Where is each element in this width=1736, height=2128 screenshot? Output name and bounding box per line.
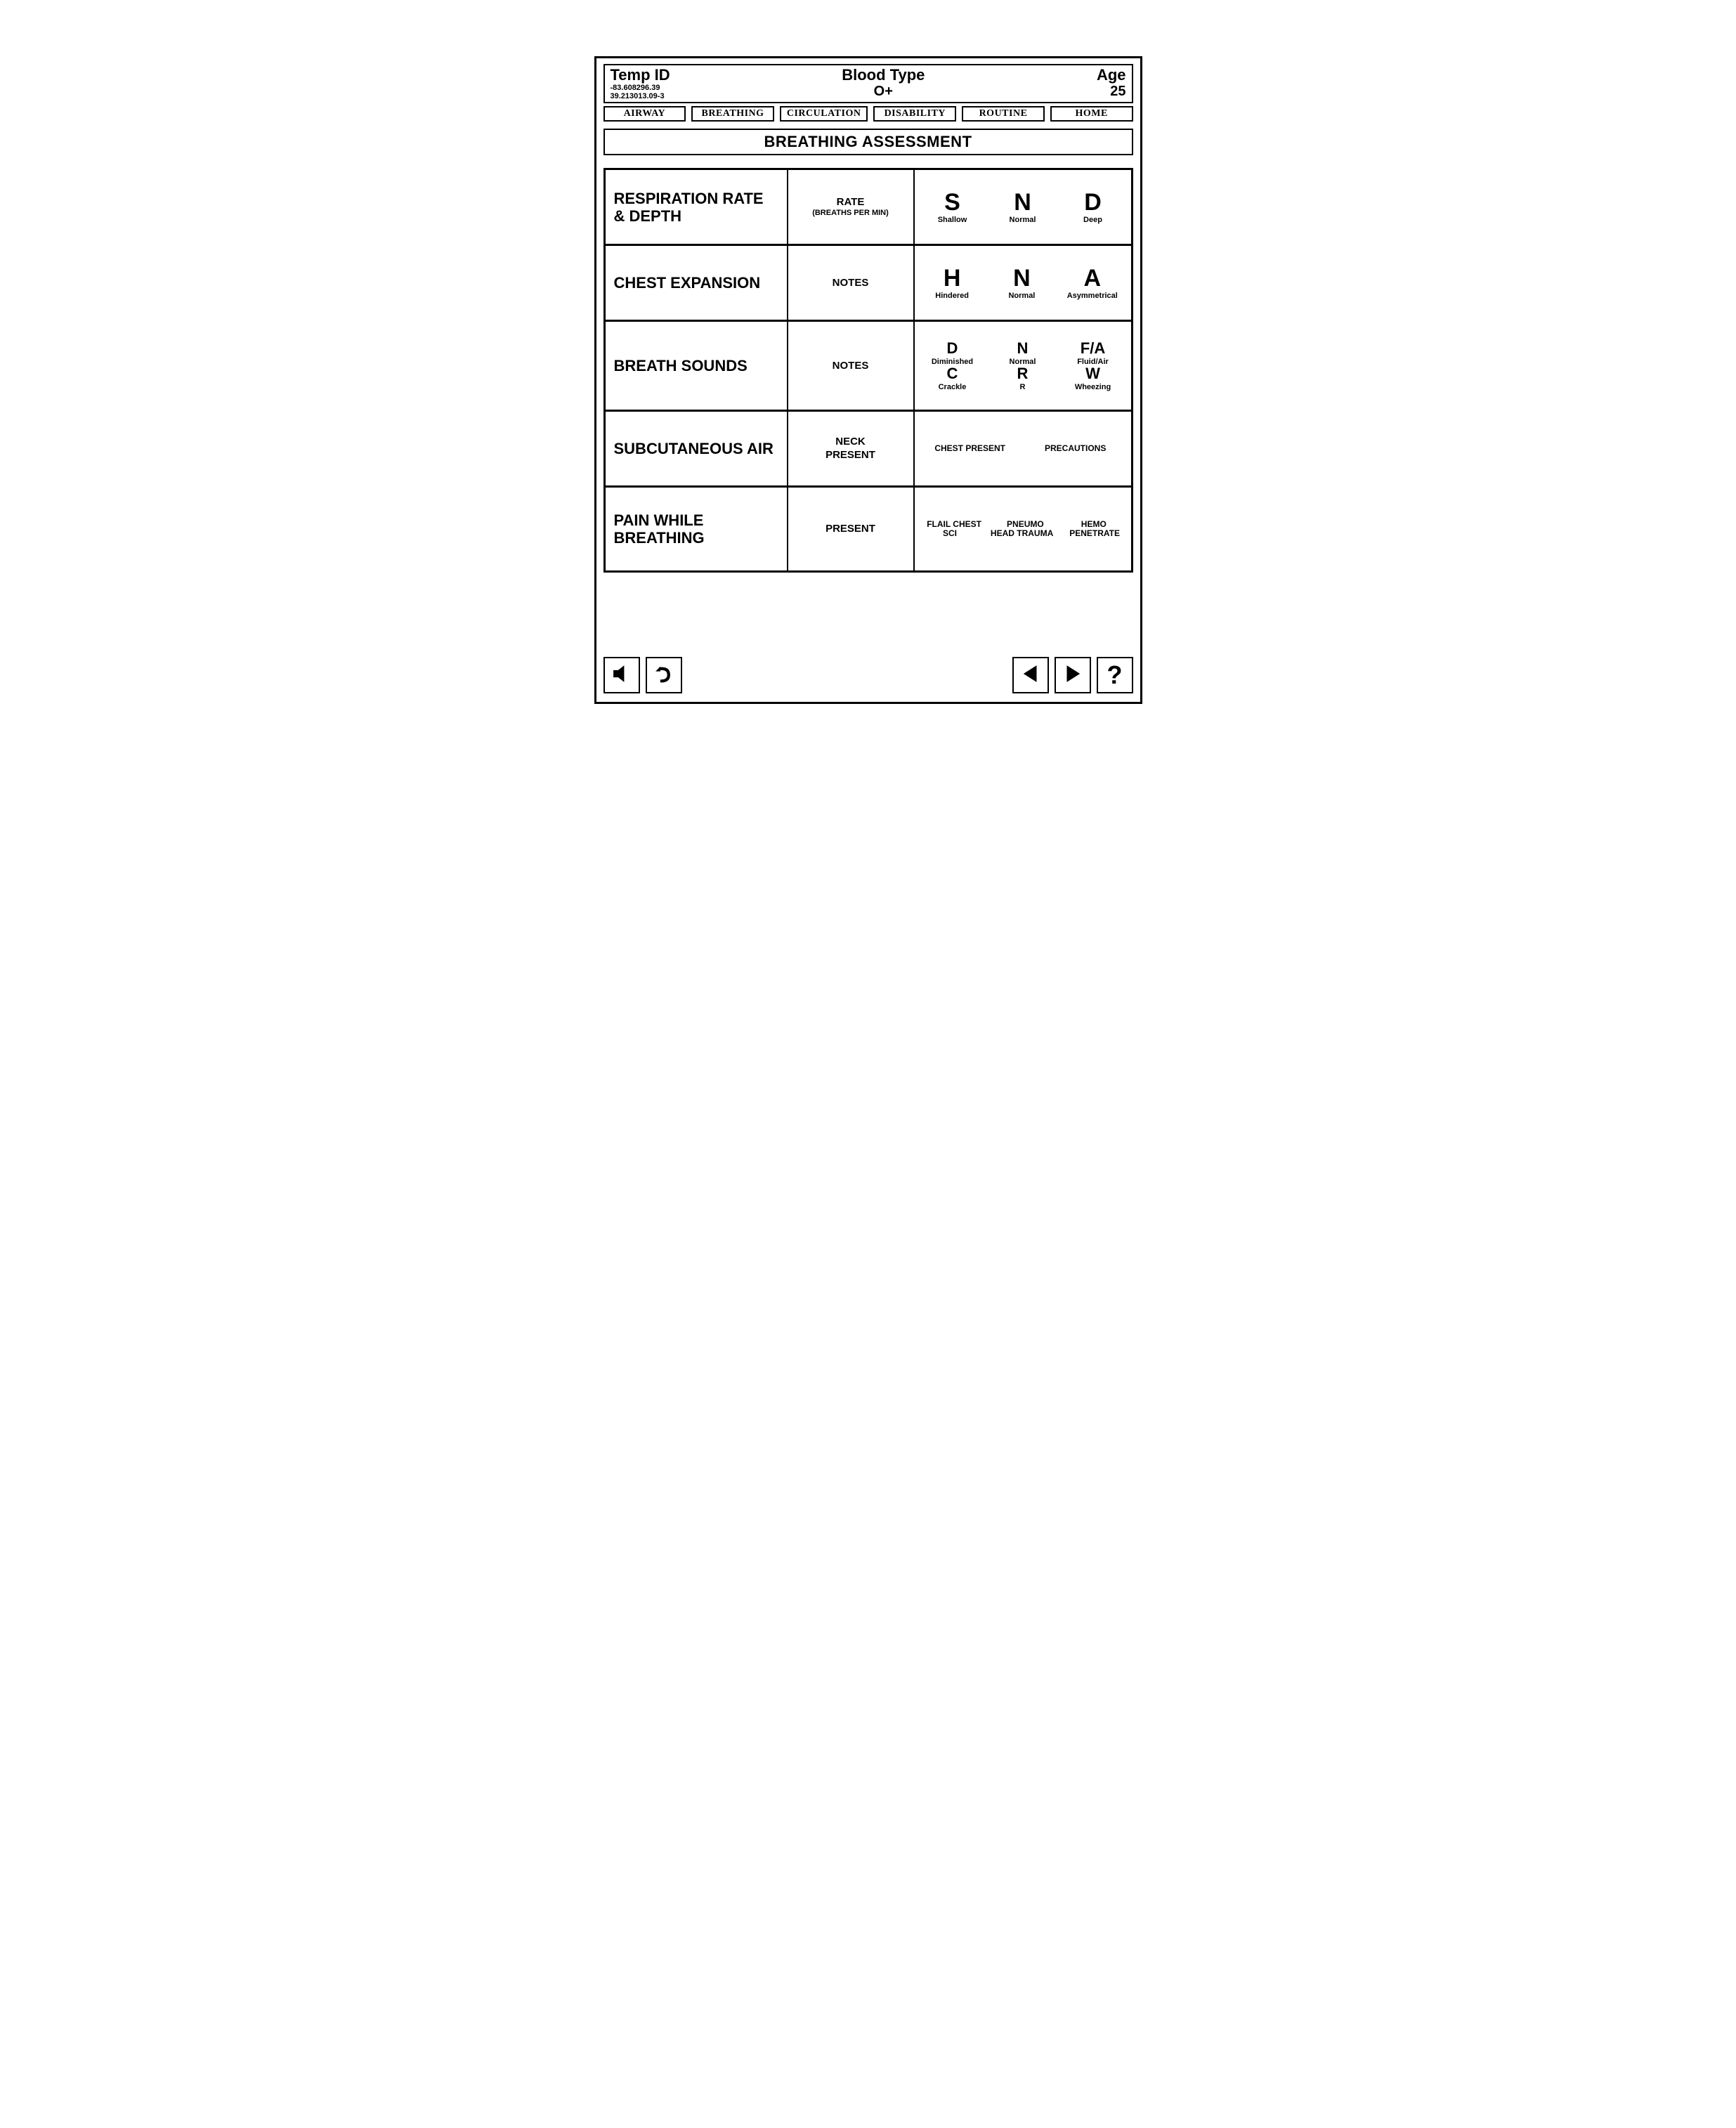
blood-type-label: Blood Type	[842, 67, 925, 84]
opt-head-trauma[interactable]: HEAD TRAUMA	[991, 529, 1053, 539]
subq-air-label: SUBCUTANEOUS AIR	[614, 440, 774, 457]
next-button[interactable]	[1055, 657, 1091, 693]
temp-id-line2: 39.213013.09-3	[611, 92, 665, 100]
subq-air-options: CHEST PRESENT PRECAUTIONS	[915, 412, 1131, 485]
respiration-options: S Shallow N Normal D Deep	[915, 170, 1131, 244]
blood-type-value: O+	[874, 84, 893, 99]
help-button[interactable]: ?	[1097, 657, 1133, 693]
opt-fluid-air[interactable]: F/A Fluid/Air	[1069, 341, 1118, 366]
pain-options: FLAIL CHEST PNEUMO HEMO SCI	[915, 488, 1131, 570]
blood-type-block: Blood Type O+	[670, 67, 1097, 99]
breath-sounds-options: D Diminished N Normal F/A Fluid/Air	[915, 322, 1131, 410]
opt-asymmetrical[interactable]: A Asymmetrical	[1067, 266, 1118, 300]
chest-expansion-label: CHEST EXPANSION	[614, 274, 761, 292]
row-subcutaneous-air: SUBCUTANEOUS AIR NECK PRESENT CHEST PRES…	[606, 412, 1131, 488]
section-title: BREATHING ASSESSMENT	[603, 129, 1133, 155]
opt-chest-present[interactable]: CHEST PRESENT	[934, 444, 1005, 454]
tab-disability[interactable]: DISABILITY	[873, 106, 956, 122]
chest-expansion-label-cell: CHEST EXPANSION	[606, 246, 788, 320]
patient-header: Temp ID -83.608296.39 39.213013.09-3 Blo…	[603, 64, 1133, 103]
triangle-left-icon	[1019, 662, 1043, 689]
undo-icon	[652, 662, 676, 689]
undo-button[interactable]	[646, 657, 682, 693]
assessment-grid: RESPIRATION RATE & DEPTH RATE (BREATHS P…	[603, 168, 1133, 573]
opt-normal-sounds[interactable]: N Normal	[998, 341, 1048, 366]
temp-id-line1: -83.608296.39	[611, 84, 660, 92]
prev-button[interactable]	[1012, 657, 1049, 693]
breath-sounds-label-cell: BREATH SOUNDS	[606, 322, 788, 410]
nav-left-group	[603, 657, 682, 693]
nav-right-group: ?	[1012, 657, 1133, 693]
speaker-icon	[610, 662, 634, 689]
tab-breathing[interactable]: BREATHING	[691, 106, 774, 122]
question-icon: ?	[1107, 662, 1123, 688]
opt-pneumo[interactable]: PNEUMO	[1000, 520, 1050, 530]
opt-diminished[interactable]: D Diminished	[928, 341, 977, 366]
row-chest-expansion: CHEST EXPANSION NOTES H Hindered N Norma…	[606, 246, 1131, 322]
neck-present-button[interactable]: NECK PRESENT	[788, 412, 915, 485]
opt-hindered[interactable]: H Hindered	[927, 266, 977, 300]
row-breath-sounds: BREATH SOUNDS NOTES D Diminished N Norma…	[606, 322, 1131, 412]
opt-sci[interactable]: SCI	[925, 529, 974, 539]
tab-bar: AIRWAY BREATHING CIRCULATION DISABILITY …	[603, 106, 1133, 122]
row-respiration: RESPIRATION RATE & DEPTH RATE (BREATHS P…	[606, 170, 1131, 246]
age-value: 25	[1110, 84, 1125, 99]
respiration-rate-button[interactable]: RATE (BREATHS PER MIN)	[788, 170, 915, 244]
pain-label: PAIN WHILE BREATHING	[614, 511, 778, 547]
tab-circulation[interactable]: CIRCULATION	[780, 106, 868, 122]
opt-normal-depth[interactable]: N Normal	[998, 190, 1048, 224]
opt-flail-chest[interactable]: FLAIL CHEST	[927, 520, 981, 530]
triangle-right-icon	[1061, 662, 1085, 689]
chest-expansion-options: H Hindered N Normal A Asymmetrical	[915, 246, 1131, 320]
opt-shallow[interactable]: S Shallow	[928, 190, 977, 224]
opt-r[interactable]: R R	[998, 366, 1048, 391]
respiration-label-cell: RESPIRATION RATE & DEPTH	[606, 170, 788, 244]
age-label: Age	[1097, 67, 1126, 84]
opt-precautions[interactable]: PRECAUTIONS	[1040, 444, 1111, 454]
rate-label: RATE	[837, 196, 865, 209]
subq-air-label-cell: SUBCUTANEOUS AIR	[606, 412, 788, 485]
tab-airway[interactable]: AIRWAY	[603, 106, 686, 122]
rate-sublabel: (BREATHS PER MIN)	[812, 209, 889, 218]
pain-present-button[interactable]: PRESENT	[788, 488, 915, 570]
tab-home[interactable]: HOME	[1050, 106, 1133, 122]
footer-nav: ?	[603, 657, 1133, 693]
sound-button[interactable]	[603, 657, 640, 693]
device-frame: Temp ID -83.608296.39 39.213013.09-3 Blo…	[594, 56, 1142, 704]
opt-deep[interactable]: D Deep	[1069, 190, 1118, 224]
row-pain-breathing: PAIN WHILE BREATHING PRESENT FLAIL CHEST…	[606, 488, 1131, 570]
tab-routine[interactable]: ROUTINE	[962, 106, 1045, 122]
breath-sounds-notes-button[interactable]: NOTES	[788, 322, 915, 410]
opt-hemo[interactable]: HEMO	[1069, 520, 1118, 530]
breath-sounds-label: BREATH SOUNDS	[614, 357, 748, 374]
pain-label-cell: PAIN WHILE BREATHING	[606, 488, 788, 570]
respiration-label: RESPIRATION RATE & DEPTH	[614, 190, 778, 226]
opt-wheezing[interactable]: W Wheezing	[1069, 366, 1118, 391]
opt-normal-expansion[interactable]: N Normal	[997, 266, 1046, 300]
temp-id-block: Temp ID -83.608296.39 39.213013.09-3	[611, 67, 670, 100]
temp-id-label: Temp ID	[611, 67, 670, 84]
opt-penetrate[interactable]: PENETRATE	[1069, 529, 1120, 539]
chest-expansion-notes-button[interactable]: NOTES	[788, 246, 915, 320]
opt-crackle[interactable]: C Crackle	[928, 366, 977, 391]
age-block: Age 25	[1097, 67, 1126, 99]
